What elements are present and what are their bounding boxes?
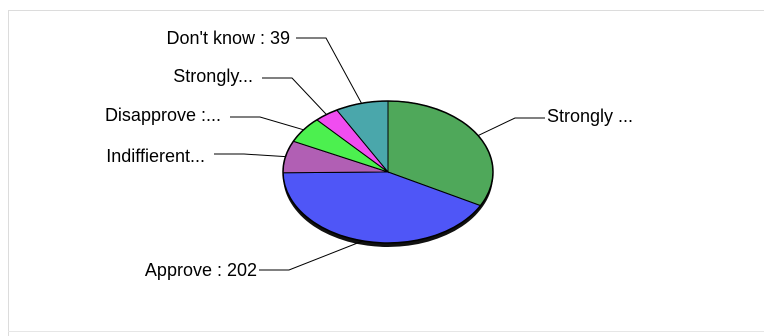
- slice-label-approve: Approve : 202: [145, 260, 257, 280]
- slice-labels: Strongly ... Approve : 202 Indiffierent.…: [105, 28, 633, 280]
- leader-lines: [214, 37, 545, 271]
- leader-line-3: [230, 116, 304, 131]
- slice-label-disapprove: Disapprove :...: [105, 105, 221, 125]
- pie-outline: [282, 100, 494, 244]
- slice-label-strongly-disapprove: Strongly...: [173, 66, 253, 86]
- slice-label-dont-know: Don't know : 39: [166, 28, 290, 48]
- frame-divider: [8, 331, 764, 332]
- leader-line-5: [296, 37, 362, 104]
- leader-line-2: [214, 153, 286, 158]
- slice-label-indifferent: Indiffierent...: [106, 146, 205, 166]
- slice-label-strongly-approve: Strongly ...: [547, 106, 633, 126]
- pie-slices: [282, 100, 494, 244]
- chart-frame: [8, 10, 764, 336]
- leader-line-0: [477, 117, 545, 137]
- leader-line-4: [262, 77, 327, 115]
- leader-line-1: [259, 240, 364, 271]
